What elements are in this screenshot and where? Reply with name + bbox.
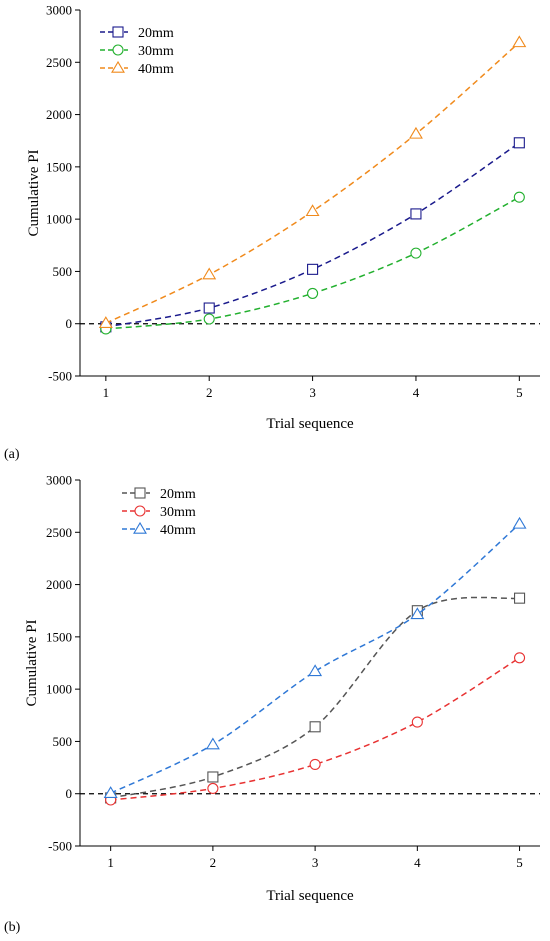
data-point-30mm-x2 [203,313,215,325]
series-line-20mm [105,142,520,328]
panel-label: (a) [4,447,20,462]
data-point-20mm-x3 [307,263,319,275]
x-axis-title: Trial sequence [266,416,354,432]
y-tick-label: 2500 [46,55,72,70]
x-tick-label: 4 [414,855,421,870]
y-tick-label: 2000 [46,577,72,592]
series-line-20mm [110,596,520,799]
legend-marker-40mm [133,521,147,534]
y-tick-label: 500 [53,264,73,279]
legend-label-20mm: 20mm [138,26,174,41]
series-line-40mm [110,523,521,794]
data-point-30mm-x5 [513,191,525,203]
x-tick-label: 4 [413,385,420,400]
data-point-40mm-x1 [98,316,113,328]
legend-marker-30mm [134,505,146,517]
legend-label-40mm: 40mm [160,523,196,538]
y-tick-label: 3000 [46,3,72,18]
x-tick-label: 2 [206,385,213,400]
x-tick-label: 3 [309,385,316,400]
data-point-30mm-x3 [309,758,321,770]
panel-label: (b) [4,920,21,935]
y-tick-label: -500 [48,369,72,384]
data-point-20mm-x5 [513,137,525,149]
y-tick-label: 500 [53,734,73,749]
data-point-20mm-x3 [309,721,321,733]
series-line-40mm [105,41,520,324]
data-point-40mm-x3 [308,664,323,677]
data-point-40mm-x3 [305,204,320,217]
y-tick-label: 0 [66,786,73,801]
data-point-30mm-x3 [307,287,319,299]
data-point-30mm-x4 [411,716,423,728]
y-tick-label: 1500 [46,629,72,644]
legend-label-30mm: 30mm [160,505,196,520]
y-tick-label: 0 [66,316,73,331]
legend-marker-20mm [134,487,146,499]
y-axis-title: Cumulative PI [24,619,40,706]
x-tick-label: 5 [516,385,523,400]
data-point-40mm-x2 [202,267,217,280]
data-point-40mm-x5 [512,516,527,529]
legend-marker-20mm [112,26,124,38]
y-tick-label: 3000 [46,473,72,488]
data-point-30mm-x5 [514,652,526,664]
data-point-20mm-x2 [203,302,215,314]
data-point-40mm-x5 [512,35,527,48]
x-axis-title: Trial sequence [266,888,354,904]
data-point-20mm-x5 [514,592,526,604]
y-tick-label: 2000 [46,107,72,122]
chart-panel-b: -500 0 500 1000 1500 2000 2500 3000 1 2 3 4 5 Trial s… [4,473,540,935]
x-tick-label: 3 [312,855,319,870]
y-tick-label: 1500 [46,159,72,174]
x-tick-label: 1 [103,385,110,400]
x-tick-label: 5 [516,855,523,870]
y-tick-label: -500 [48,839,72,854]
data-point-20mm-x2 [207,771,219,783]
series-line-30mm [105,196,520,330]
y-axis-title: Cumulative PI [26,149,42,236]
data-point-40mm-x2 [205,737,220,750]
x-tick-label: 2 [210,855,217,870]
data-point-40mm-x4 [410,607,425,620]
y-tick-label: 1000 [46,212,72,227]
data-point-30mm-x4 [410,247,422,259]
y-tick-label: 2500 [46,525,72,540]
legend-marker-40mm [111,60,125,73]
chart-panel-a: -500 0 500 1000 1500 2000 2500 3000 1 2 3 4 5 Trial s… [4,3,540,462]
legend-marker-30mm [112,44,124,56]
y-tick-label: 1000 [46,682,72,697]
data-point-30mm-x2 [207,782,219,795]
x-tick-label: 1 [107,855,114,870]
legend-label-20mm: 20mm [160,487,196,502]
data-point-40mm-x1 [103,786,118,798]
legend-label-30mm: 30mm [138,44,174,59]
data-point-20mm-x4 [410,208,422,220]
legend-label-40mm: 40mm [138,62,174,77]
data-point-40mm-x4 [408,126,423,139]
